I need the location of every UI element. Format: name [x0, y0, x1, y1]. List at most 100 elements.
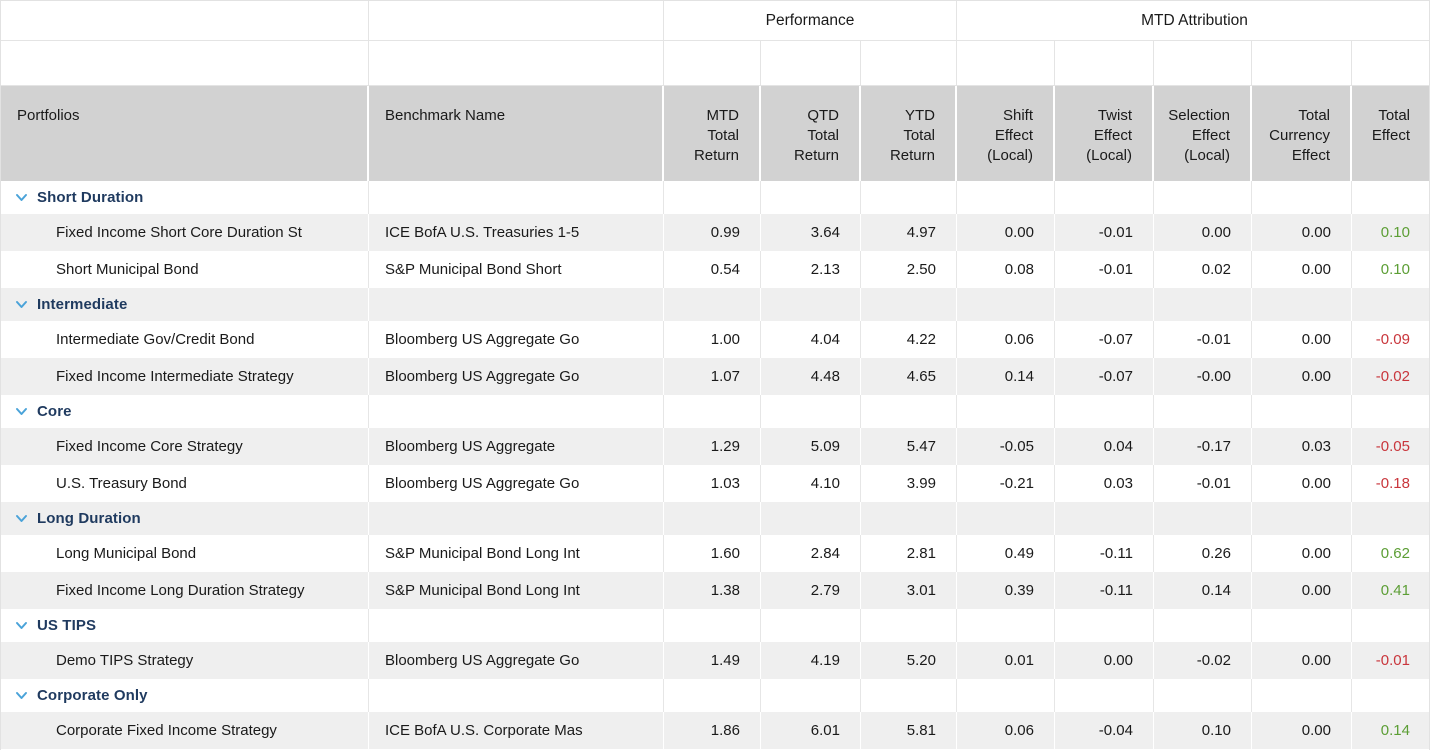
total-currency-effect-cell: 0.00 — [1252, 465, 1352, 502]
empty-cell — [957, 502, 1055, 535]
section-label: Intermediate — [37, 296, 128, 313]
total-effect-cell: -0.02 — [1375, 368, 1410, 385]
total-currency-effect-cell: 0.00 — [1252, 251, 1352, 288]
column-header-ytd-total-return[interactable]: YTD Total Return — [861, 86, 957, 181]
empty-cell — [1252, 679, 1352, 712]
empty-cell — [1055, 609, 1154, 642]
band-portfolios-spacer — [1, 1, 369, 40]
empty-cell — [369, 395, 664, 428]
section-label-cell: Short Duration — [1, 181, 369, 214]
column-header-twist-effect[interactable]: Twist Effect (Local) — [1055, 86, 1154, 181]
portfolio-row[interactable]: Long Municipal Bond S&P Municipal Bond Lo… — [1, 535, 1429, 572]
selection-effect-cell: 0.02 — [1154, 251, 1252, 288]
total-effect-cell: 0.10 — [1380, 224, 1410, 241]
column-header-total-currency-effect[interactable]: Total Currency Effect — [1252, 86, 1352, 181]
section-label-cell: Corporate Only — [1, 679, 369, 712]
total-currency-effect-cell: 0.00 — [1252, 572, 1352, 609]
spacer-cell — [1, 41, 369, 85]
total-effect-cell: -0.09 — [1375, 331, 1410, 348]
portfolio-row[interactable]: Fixed Income Core Strategy Bloomberg US A… — [1, 428, 1429, 465]
shift-effect-cell: 0.08 — [957, 251, 1055, 288]
portfolio-row[interactable]: Fixed Income Long Duration Strategy S&P M… — [1, 572, 1429, 609]
total-currency-effect-cell: 0.00 — [1252, 712, 1352, 749]
benchmark-name-cell: Bloomberg US Aggregate Go — [369, 321, 664, 358]
mtd-total-return-cell: 1.49 — [664, 642, 761, 679]
total-effect-cell: 0.41 — [1380, 582, 1410, 599]
portfolio-row[interactable]: Demo TIPS Strategy Bloomberg US Aggregate… — [1, 642, 1429, 679]
portfolio-name-cell: Short Municipal Bond — [1, 251, 369, 288]
section-row-us-tips[interactable]: US TIPS — [1, 609, 1429, 642]
empty-cell — [761, 395, 861, 428]
empty-cell — [1055, 679, 1154, 712]
empty-cell — [861, 609, 957, 642]
empty-cell — [1352, 679, 1429, 712]
mtd-total-return-cell: 1.86 — [664, 712, 761, 749]
benchmark-name-cell: ICE BofA U.S. Corporate Mas — [369, 712, 664, 749]
column-header-shift-effect[interactable]: Shift Effect (Local) — [957, 86, 1055, 181]
section-row-corporate-only[interactable]: Corporate Only — [1, 679, 1429, 712]
portfolio-row[interactable]: Fixed Income Short Core Duration St ICE B… — [1, 214, 1429, 251]
column-header-benchmark-name[interactable]: Benchmark Name — [369, 86, 664, 181]
column-header-selection-effect[interactable]: Selection Effect (Local) — [1154, 86, 1252, 181]
empty-cell — [664, 288, 761, 321]
total-currency-effect-cell: 0.00 — [1252, 642, 1352, 679]
column-header-mtd-total-return[interactable]: MTD Total Return — [664, 86, 761, 181]
total-effect-cell: -0.01 — [1375, 652, 1410, 669]
empty-cell — [861, 502, 957, 535]
qtd-total-return-cell: 4.10 — [761, 465, 861, 502]
portfolio-row[interactable]: Short Municipal Bond S&P Municipal Bond S… — [1, 251, 1429, 288]
section-label-cell: Long Duration — [1, 502, 369, 535]
ytd-total-return-cell: 5.20 — [861, 642, 957, 679]
mtd-total-return-cell: 1.07 — [664, 358, 761, 395]
section-row-short-duration[interactable]: Short Duration — [1, 181, 1429, 214]
qtd-total-return-cell: 2.13 — [761, 251, 861, 288]
section-row-core[interactable]: Core — [1, 395, 1429, 428]
empty-cell — [761, 609, 861, 642]
section-row-long-duration[interactable]: Long Duration — [1, 502, 1429, 535]
shift-effect-cell: 0.06 — [957, 712, 1055, 749]
empty-cell — [1055, 395, 1154, 428]
selection-effect-cell: -0.00 — [1154, 358, 1252, 395]
empty-cell — [1352, 609, 1429, 642]
qtd-total-return-cell: 5.09 — [761, 428, 861, 465]
section-row-intermediate[interactable]: Intermediate — [1, 288, 1429, 321]
spacer-cell — [1154, 41, 1252, 85]
shift-effect-cell: -0.05 — [957, 428, 1055, 465]
shift-effect-cell: 0.49 — [957, 535, 1055, 572]
qtd-total-return-cell: 4.19 — [761, 642, 861, 679]
benchmark-name-cell: S&P Municipal Bond Long Int — [369, 535, 664, 572]
empty-cell — [1055, 181, 1154, 214]
spacer-cell — [761, 41, 861, 85]
chevron-down-icon[interactable] — [15, 689, 28, 702]
header-spacer-row — [1, 41, 1429, 86]
portfolio-row[interactable]: Fixed Income Intermediate Strategy Bloomb… — [1, 358, 1429, 395]
twist-effect-cell: 0.03 — [1055, 465, 1154, 502]
column-header-row: Portfolios Benchmark Name MTD Total Retu… — [1, 86, 1429, 181]
empty-cell — [957, 288, 1055, 321]
chevron-down-icon[interactable] — [15, 512, 28, 525]
empty-cell — [369, 609, 664, 642]
selection-effect-cell: 0.26 — [1154, 535, 1252, 572]
empty-cell — [1352, 181, 1429, 214]
chevron-down-icon[interactable] — [15, 191, 28, 204]
column-group-mtd-attribution: MTD Attribution — [957, 1, 1429, 40]
empty-cell — [369, 288, 664, 321]
total-currency-effect-cell: 0.03 — [1252, 428, 1352, 465]
qtd-total-return-cell: 2.84 — [761, 535, 861, 572]
column-header-portfolios[interactable]: Portfolios — [1, 86, 369, 181]
portfolio-row[interactable]: Corporate Fixed Income Strategy ICE BofA … — [1, 712, 1429, 749]
empty-cell — [664, 395, 761, 428]
selection-effect-cell: -0.17 — [1154, 428, 1252, 465]
portfolio-row[interactable]: U.S. Treasury Bond Bloomberg US Aggregate… — [1, 465, 1429, 502]
benchmark-name-cell: Bloomberg US Aggregate — [369, 428, 664, 465]
portfolio-row[interactable]: Intermediate Gov/Credit Bond Bloomberg US… — [1, 321, 1429, 358]
mtd-total-return-cell: 1.03 — [664, 465, 761, 502]
mtd-attribution-group-label: MTD Attribution — [1141, 11, 1248, 29]
ytd-total-return-cell: 5.81 — [861, 712, 957, 749]
chevron-down-icon[interactable] — [15, 405, 28, 418]
section-label: Short Duration — [37, 189, 144, 206]
column-header-qtd-total-return[interactable]: QTD Total Return — [761, 86, 861, 181]
chevron-down-icon[interactable] — [15, 298, 28, 311]
chevron-down-icon[interactable] — [15, 619, 28, 632]
column-header-total-effect[interactable]: Total Effect — [1352, 86, 1429, 181]
